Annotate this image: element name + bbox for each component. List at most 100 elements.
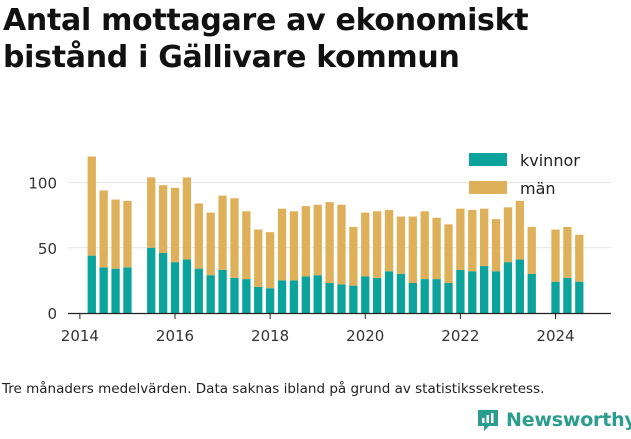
bar-man [396,216,406,274]
bar-kvinnor [99,267,108,313]
bar-man [289,211,299,281]
bar-man [277,208,287,281]
bar-man [313,204,322,276]
bar-kvinnor [254,286,263,313]
bar-man [420,211,429,280]
bar-man [242,211,251,280]
bar-man [87,156,96,256]
bar-kvinnor [515,259,524,313]
bar-man [99,190,108,268]
bar-man [123,200,132,268]
bar-man [361,212,370,277]
y-tick-label: 100 [28,175,57,193]
bar-kvinnor [551,281,560,313]
bar-kvinnor [182,259,192,313]
bar-man [218,195,227,270]
bar-man [575,234,584,282]
bar-man [408,216,417,284]
bar-man [158,185,168,254]
x-tick-label: 2022 [441,327,479,345]
bar-man [194,203,203,269]
bar-kvinnor [408,283,417,313]
bar-kvinnor [444,283,453,313]
bar-man [456,208,465,270]
bar-man [206,212,215,276]
bar-man [491,219,501,272]
bar-kvinnor [242,279,251,313]
newsworthy-icon [478,410,498,431]
legend-swatch-kvinnor [469,153,507,166]
bar-man [147,177,156,248]
bar-man [444,224,453,284]
bar-kvinnor [396,273,406,313]
x-tick-label: 2020 [346,327,384,345]
bar-kvinnor [206,275,215,313]
bar-man [230,198,239,278]
bar-man [563,226,572,278]
x-tick-label: 2024 [536,327,574,345]
bar-kvinnor [373,277,382,313]
chart-title: Antal mottagare av ekonomiskt bistånd i … [3,3,529,75]
y-tick-label: 0 [47,305,57,323]
bar-kvinnor [194,268,203,313]
bar-man [170,187,180,263]
bar-kvinnor [468,271,477,313]
bar-kvinnor [111,268,120,313]
bar-kvinnor [218,269,227,313]
bar-kvinnor [349,285,358,313]
x-tick-label: 2014 [61,327,99,345]
x-tick-label: 2016 [156,327,194,345]
bar-kvinnor [265,288,275,313]
bar-man [301,206,310,277]
brand-name: Newsworthy [506,409,631,431]
bar-kvinnor [170,262,180,313]
bar-man [254,229,263,287]
bar-man [325,202,334,284]
bar-kvinnor [456,269,465,313]
bar-man [468,209,477,272]
bar-kvinnor [432,279,441,313]
bar-kvinnor [575,281,584,313]
bar-kvinnor [289,280,299,313]
bar-kvinnor [147,247,156,313]
bar-man [373,211,382,278]
chart-area: 0 50 100 2014 2016 2018 2020 2022 2024 kvinnor mä… [28,151,611,345]
bar-kvinnor [563,277,572,313]
bar-man [551,229,560,282]
legend: kvinnor män [469,151,580,198]
bar-man [349,226,358,286]
bar-kvinnor [313,275,322,313]
bar-kvinnor [337,284,346,313]
legend-label-man: män [520,179,556,198]
legend-swatch-man [469,181,507,194]
bar-kvinnor [301,276,310,313]
bar-man [182,177,192,260]
bar-man [527,226,536,274]
y-tick-label: 50 [38,240,57,258]
bar-kvinnor [325,283,334,313]
bar-kvinnor [491,271,501,313]
bar-kvinnor [277,280,287,313]
newsworthy-logo[interactable]: Newsworthy [476,408,631,432]
bar-kvinnor [123,267,132,313]
bar-man [265,232,275,289]
bar-man [432,217,441,280]
x-tick-label: 2018 [251,327,289,345]
bar-man [111,199,120,269]
bar-kvinnor [158,253,168,313]
bar-kvinnor [480,266,489,313]
bar-man [515,200,524,260]
bar-man [503,207,513,263]
bar-man [384,209,394,272]
chart-caption: Tre månaders medelvärden. Data saknas ib… [2,381,545,397]
bar-kvinnor [420,279,429,313]
axes: 0 50 100 2014 2016 2018 2020 2022 2024 [28,175,611,345]
bar-kvinnor [384,271,394,313]
bar-kvinnor [361,276,370,313]
bar-man [337,204,346,285]
bar-kvinnor [503,262,513,313]
bar-kvinnor [87,255,96,313]
bar-kvinnor [527,273,536,313]
bar-man [480,208,489,267]
bar-kvinnor [230,277,239,313]
